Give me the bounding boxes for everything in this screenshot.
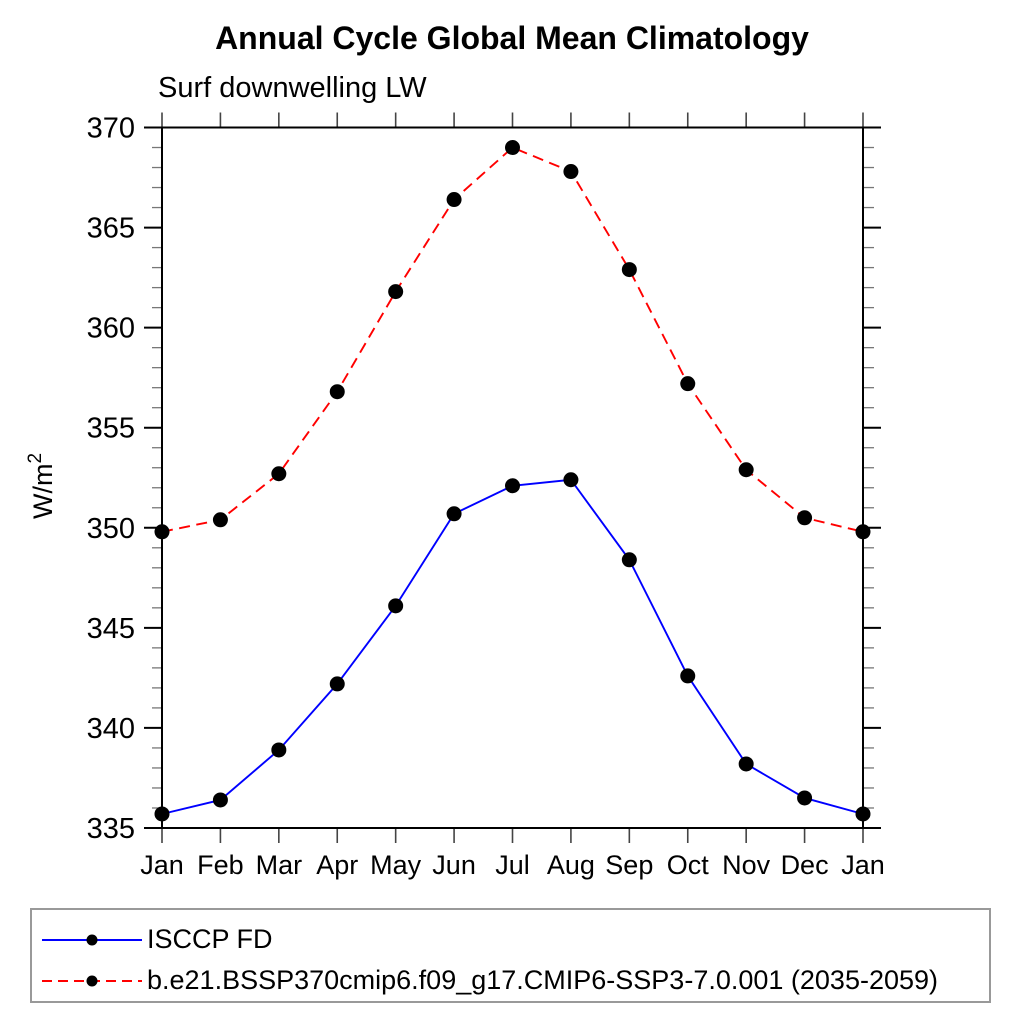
data-point-marker bbox=[271, 742, 287, 758]
series-line bbox=[161, 478, 864, 815]
x-tick-label: Dec bbox=[781, 850, 829, 880]
legend-item-model-run: b.e21.BSSP370cmip6.f09_g17.CMIP6-SSP3-7.… bbox=[40, 960, 989, 1001]
x-tick-label: Oct bbox=[667, 850, 710, 880]
data-point-marker bbox=[271, 466, 287, 482]
data-point-marker bbox=[797, 510, 813, 526]
data-point-marker bbox=[212, 792, 228, 808]
data-point-marker bbox=[212, 512, 228, 528]
y-tick-label: 345 bbox=[87, 613, 135, 645]
legend: ISCCP FD b.e21.BSSP370cmip6.f09_g17.CMIP… bbox=[30, 908, 991, 1003]
data-point-marker bbox=[680, 376, 696, 392]
data-point-marker bbox=[388, 598, 404, 614]
data-point-marker bbox=[738, 462, 754, 478]
chart-subtitle: Surf downwelling LW bbox=[158, 72, 427, 104]
data-point-marker bbox=[329, 676, 345, 692]
data-point-marker bbox=[388, 284, 404, 300]
data-point-marker bbox=[154, 524, 170, 540]
x-tick-label: Apr bbox=[316, 850, 358, 880]
series-isccp-fd bbox=[154, 472, 871, 822]
data-point-marker bbox=[446, 506, 462, 522]
data-point-marker bbox=[621, 262, 637, 278]
legend-label-isccp-fd: ISCCP FD bbox=[147, 924, 273, 954]
data-point-marker bbox=[855, 806, 871, 822]
legend-marker-dot bbox=[86, 975, 98, 986]
data-point-marker bbox=[446, 192, 462, 208]
y-tick-label: 360 bbox=[87, 313, 135, 345]
y-tick-label: 340 bbox=[87, 713, 135, 745]
data-point-marker bbox=[329, 384, 345, 400]
tick-labels: Jan Feb Mar Apr May Jun Jul Aug Sep Oct Nov Dec Jan3… bbox=[87, 113, 885, 881]
data-point-marker bbox=[505, 140, 520, 156]
data-series bbox=[154, 140, 871, 822]
x-tick-label: Mar bbox=[256, 850, 303, 880]
x-tick-label: Jun bbox=[432, 850, 476, 880]
legend-line-sample-blue bbox=[42, 934, 142, 945]
legend-item-isccp-fd: ISCCP FD bbox=[40, 919, 989, 960]
chart-title: Annual Cycle Global Mean Climatology bbox=[215, 20, 809, 56]
data-point-marker bbox=[855, 524, 871, 540]
legend-marker-dot bbox=[86, 934, 98, 945]
series-line bbox=[161, 146, 864, 533]
axes bbox=[144, 112, 881, 843]
x-tick-label: Jan bbox=[841, 850, 885, 880]
x-tick-label: May bbox=[370, 850, 422, 880]
x-tick-label: Jan bbox=[140, 850, 184, 880]
y-tick-label: 355 bbox=[87, 413, 135, 445]
y-tick-label: 365 bbox=[87, 213, 135, 245]
data-point-marker bbox=[563, 472, 579, 488]
x-tick-label: Sep bbox=[605, 850, 653, 880]
data-point-marker bbox=[505, 478, 520, 494]
legend-line-sample-red bbox=[42, 975, 142, 986]
y-tick-label: 350 bbox=[87, 513, 135, 545]
data-point-marker bbox=[154, 806, 170, 822]
plot-box bbox=[161, 126, 864, 829]
data-point-marker bbox=[621, 552, 637, 568]
data-point-marker bbox=[797, 790, 813, 806]
y-tick-label: 370 bbox=[87, 113, 135, 145]
legend-label-model-run: b.e21.BSSP370cmip6.f09_g17.CMIP6-SSP3-7.… bbox=[147, 965, 939, 995]
x-tick-label: Nov bbox=[722, 850, 771, 880]
x-tick-label: Jul bbox=[495, 850, 530, 880]
data-point-marker bbox=[680, 668, 696, 684]
data-point-marker bbox=[563, 164, 579, 180]
data-point-marker bbox=[738, 756, 754, 772]
x-tick-label: Aug bbox=[547, 850, 595, 880]
y-tick-label: 335 bbox=[87, 813, 135, 845]
series-model-run bbox=[154, 140, 871, 540]
x-tick-label: Feb bbox=[197, 850, 244, 880]
y-axis-label: W/m2 bbox=[25, 453, 58, 519]
